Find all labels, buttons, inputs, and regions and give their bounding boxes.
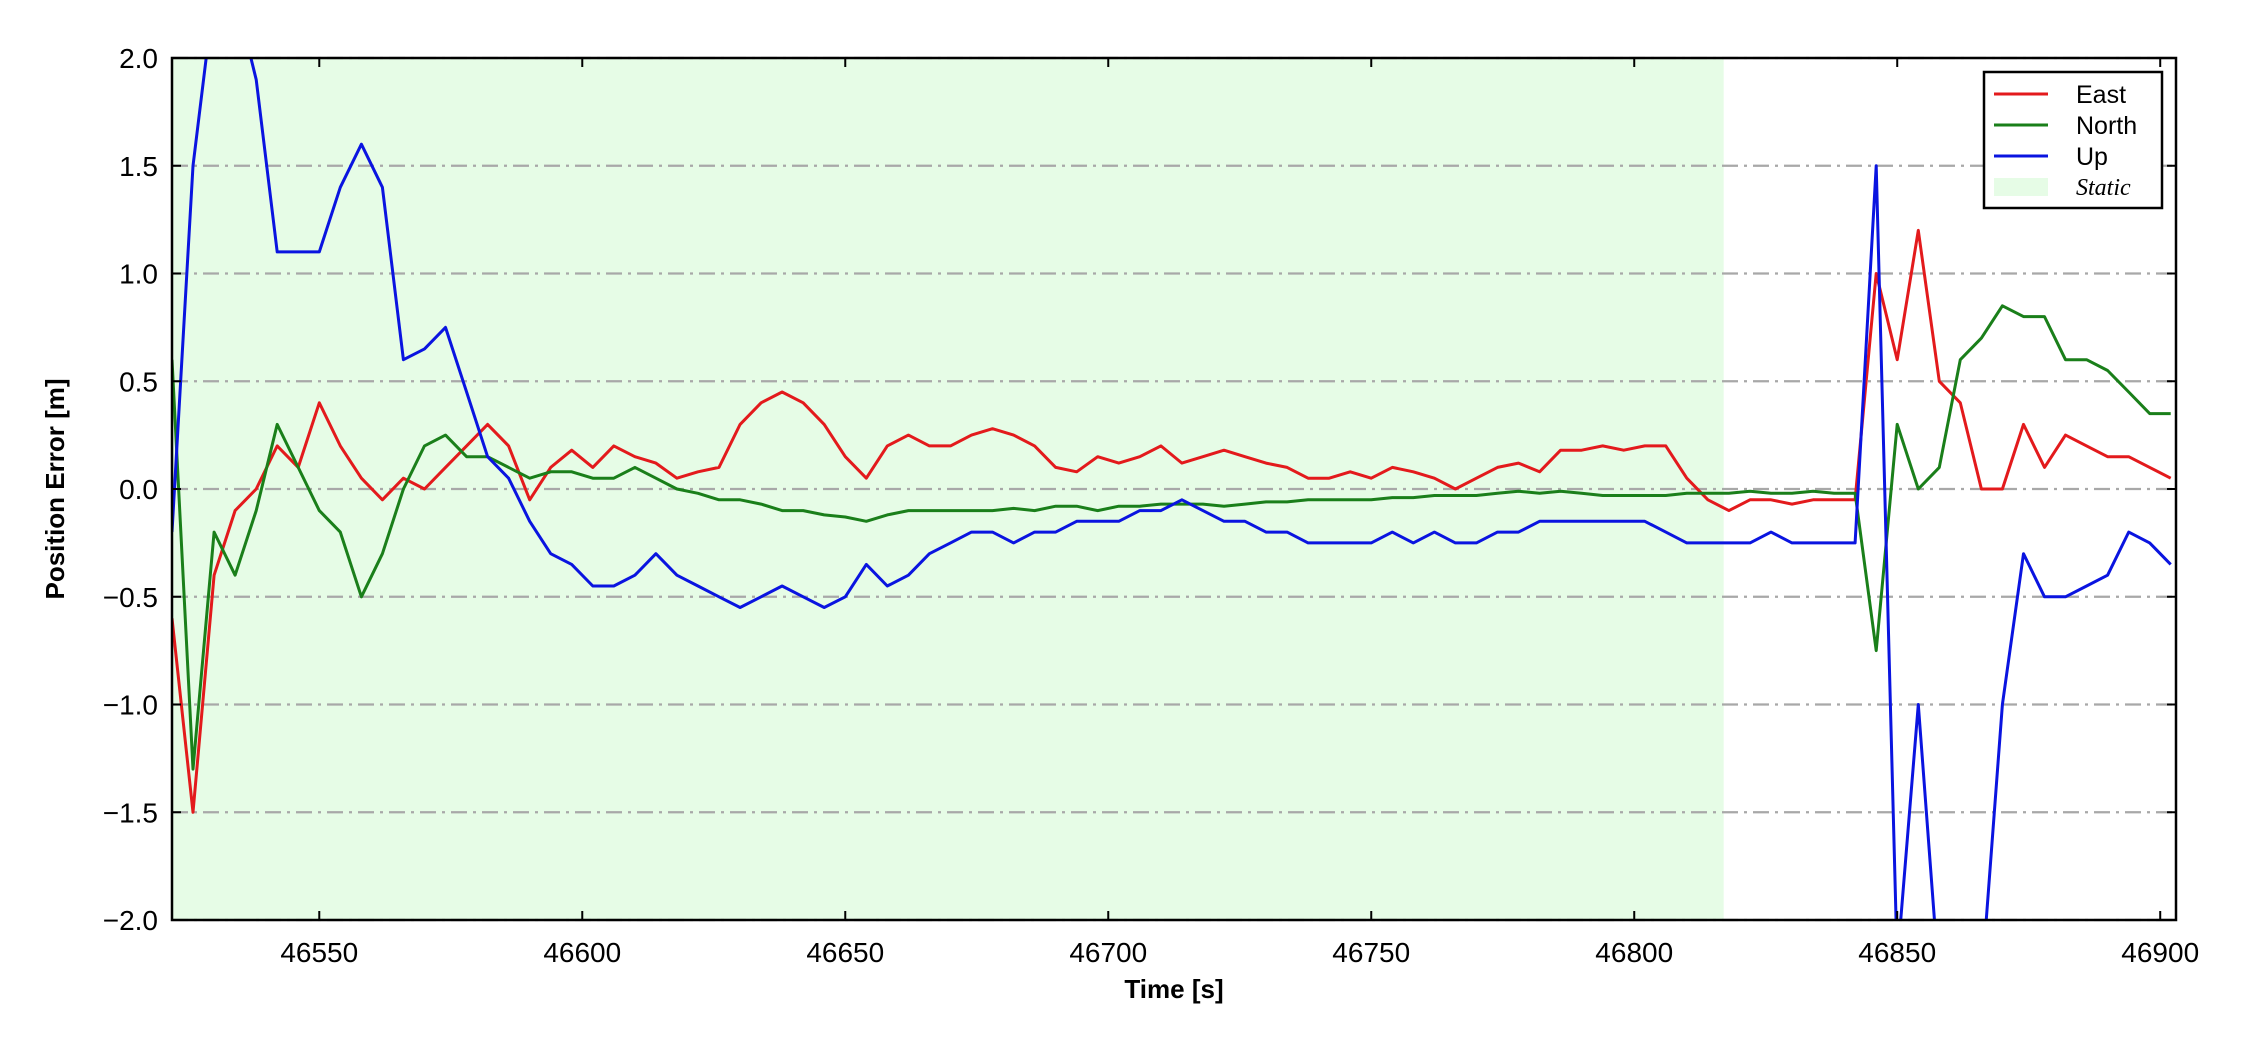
x-tick-label: 46550 [280, 937, 358, 968]
x-tick-label: 46850 [1858, 937, 1936, 968]
y-tick-label: 2.0 [119, 43, 158, 74]
series-line [172, 58, 2172, 920]
legend-label: North [2076, 112, 2137, 140]
plot-frame [170, 56, 2178, 922]
legend-swatch [1994, 178, 2048, 196]
series-lines [172, 58, 2172, 920]
y-tick-label: 1.0 [119, 259, 158, 290]
x-tick-label: 46650 [806, 937, 884, 968]
y-tick-label: −1.0 [103, 690, 158, 721]
x-tick-label: 46900 [2121, 937, 2199, 968]
y-tick-label: −1.5 [103, 797, 158, 828]
y-tick-label: 0.0 [119, 474, 158, 505]
series-line [172, 228, 2172, 814]
x-tick-label: 46600 [543, 937, 621, 968]
y-tick-label: 1.5 [119, 151, 158, 182]
y-tick-label: −0.5 [103, 582, 158, 613]
legend-label: Up [2076, 143, 2108, 171]
legend-label: East [2076, 81, 2126, 109]
x-axis-label: Time [s] [1124, 974, 1223, 1004]
y-axis-label: Position Error [m] [40, 378, 70, 599]
x-tick-label: 46800 [1595, 937, 1673, 968]
y-tick-label: −2.0 [103, 905, 158, 936]
y-tick-label: 0.5 [119, 366, 158, 397]
x-tick-label: 46700 [1069, 937, 1147, 968]
x-tick-label: 46750 [1332, 937, 1410, 968]
plot-area [172, 56, 2176, 922]
legend-label: Static [2076, 175, 2131, 201]
